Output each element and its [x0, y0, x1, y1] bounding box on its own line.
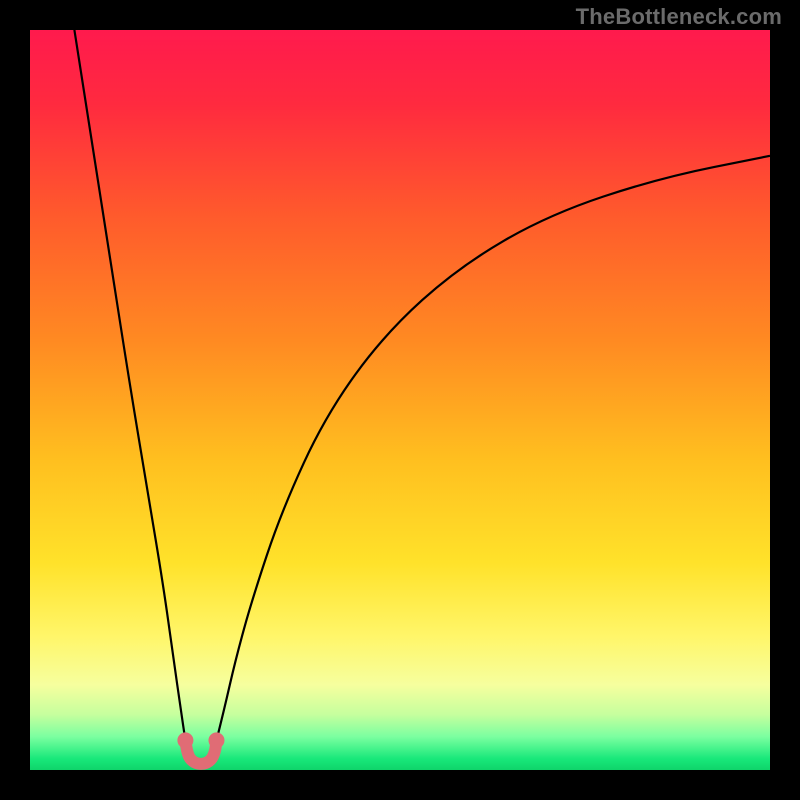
- left-curve: [74, 30, 185, 740]
- watermark-text: TheBottleneck.com: [576, 4, 782, 30]
- plot-area: [30, 30, 770, 770]
- u-marker-cap-left: [177, 732, 193, 748]
- outer-frame: TheBottleneck.com: [0, 0, 800, 800]
- u-marker-cap-right: [208, 732, 224, 748]
- right-curve: [216, 156, 770, 741]
- curve-layer: [30, 30, 770, 770]
